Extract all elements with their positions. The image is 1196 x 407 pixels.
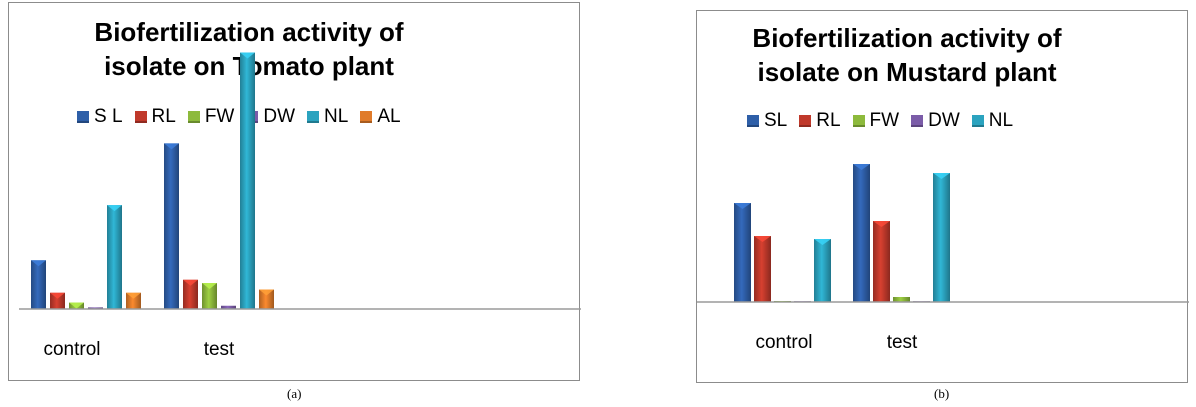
bar-cap-test-nl [240, 52, 255, 59]
legend-swatch [852, 115, 865, 127]
legend-label: S L [94, 106, 123, 127]
bar-cap-control-rl [50, 292, 65, 299]
bar-cap-control-nl [107, 205, 122, 212]
legend-swatch [799, 115, 812, 127]
bar-control-dw [88, 307, 103, 309]
figure-caption-b: (b) [934, 386, 950, 401]
bar-control-rl [754, 236, 771, 302]
bar-cap-control-rl [754, 236, 771, 242]
legend-item-rl: RL [799, 110, 841, 132]
legend-swatch [911, 115, 924, 127]
bar-control-nl [107, 205, 122, 309]
bar-cap-control-sl [734, 203, 751, 209]
bar-cap-control-al [126, 292, 141, 299]
category-label-test: test [887, 332, 918, 353]
bar-control-sl [734, 203, 751, 302]
bar-cap-test-sl [853, 164, 870, 170]
bar-cap-test-rl [183, 279, 198, 286]
legend-item-sl: S L [77, 106, 123, 128]
legend-label: SL [764, 110, 788, 131]
bar-test-dw [221, 305, 236, 309]
bar-cap-control-nl [814, 239, 831, 245]
bar-control-rl [50, 292, 65, 309]
chart-legend-mustard: SL RL FW DW NL [747, 110, 1025, 132]
legend-swatch [360, 111, 373, 123]
bar-cap-control-sl [31, 260, 46, 267]
bar-cap-test-fw [202, 283, 217, 290]
bar-control-sl [31, 260, 46, 309]
legend-label: NL [324, 106, 349, 127]
legend-item-nl: NL [971, 110, 1014, 132]
bar-cap-control-fw [69, 302, 84, 309]
legend-label: RL [816, 110, 841, 131]
bar-control-al [126, 292, 141, 309]
bar-cap-test-rl [873, 221, 890, 227]
legend-label: FW [869, 110, 900, 131]
chart-legend-tomato: S L RL FW DW NL AL [77, 106, 413, 128]
chart-title-line-1: Biofertilization activity of [752, 23, 1062, 53]
legend-swatch [187, 111, 200, 123]
bar-test-fw [893, 297, 910, 302]
category-label-test: test [204, 339, 235, 360]
bar-cap-test-al [259, 289, 274, 296]
legend-label: FW [204, 106, 235, 127]
bar-test-rl [873, 221, 890, 302]
legend-label: NL [988, 110, 1014, 131]
legend-item-al: AL [360, 106, 401, 128]
chart-title-mustard: Biofertilization activity of isolate on … [717, 21, 1097, 89]
chart-panel-tomato: Biofertilization activity of isolate on … [8, 2, 581, 381]
chart-title-line-2: isolate on Mustard plant [757, 57, 1057, 87]
legend-swatch [971, 115, 984, 127]
bar-chart-mustard: control test [697, 164, 1189, 353]
bar-test-sl [164, 143, 179, 309]
legend-label: DW [263, 106, 296, 127]
chart-panel-mustard: Biofertilization activity of isolate on … [696, 10, 1189, 383]
legend-label: DW [928, 110, 960, 131]
figure-caption-a: (a) [287, 386, 302, 401]
legend-item-fw: FW [852, 110, 900, 132]
legend-item-nl: NL [307, 106, 348, 128]
legend-swatch [307, 111, 320, 123]
bar-test-nl [240, 52, 255, 309]
bar-test-nl [933, 173, 950, 302]
legend-swatch [134, 111, 147, 123]
category-label-control: control [43, 339, 100, 360]
bar-test-fw [202, 283, 217, 309]
bar-test-al [259, 289, 274, 309]
legend-item-sl: SL [747, 110, 787, 132]
bar-test-rl [183, 279, 198, 309]
legend-item-fw: FW [187, 106, 235, 128]
bar-control-nl [814, 239, 831, 302]
bar-test-sl [853, 164, 870, 302]
legend-item-dw: DW [911, 110, 960, 132]
legend-swatch [77, 111, 89, 123]
legend-label: RL [151, 106, 176, 127]
bar-cap-test-nl [933, 173, 950, 179]
legend-swatch [747, 115, 759, 127]
legend-label: AL [377, 106, 401, 127]
bar-chart-tomato: control test [19, 52, 581, 360]
chart-title-line-1: Biofertilization activity of [94, 17, 404, 47]
category-label-control: control [755, 332, 812, 353]
bar-cap-test-sl [164, 143, 179, 150]
legend-item-rl: RL [134, 106, 176, 128]
